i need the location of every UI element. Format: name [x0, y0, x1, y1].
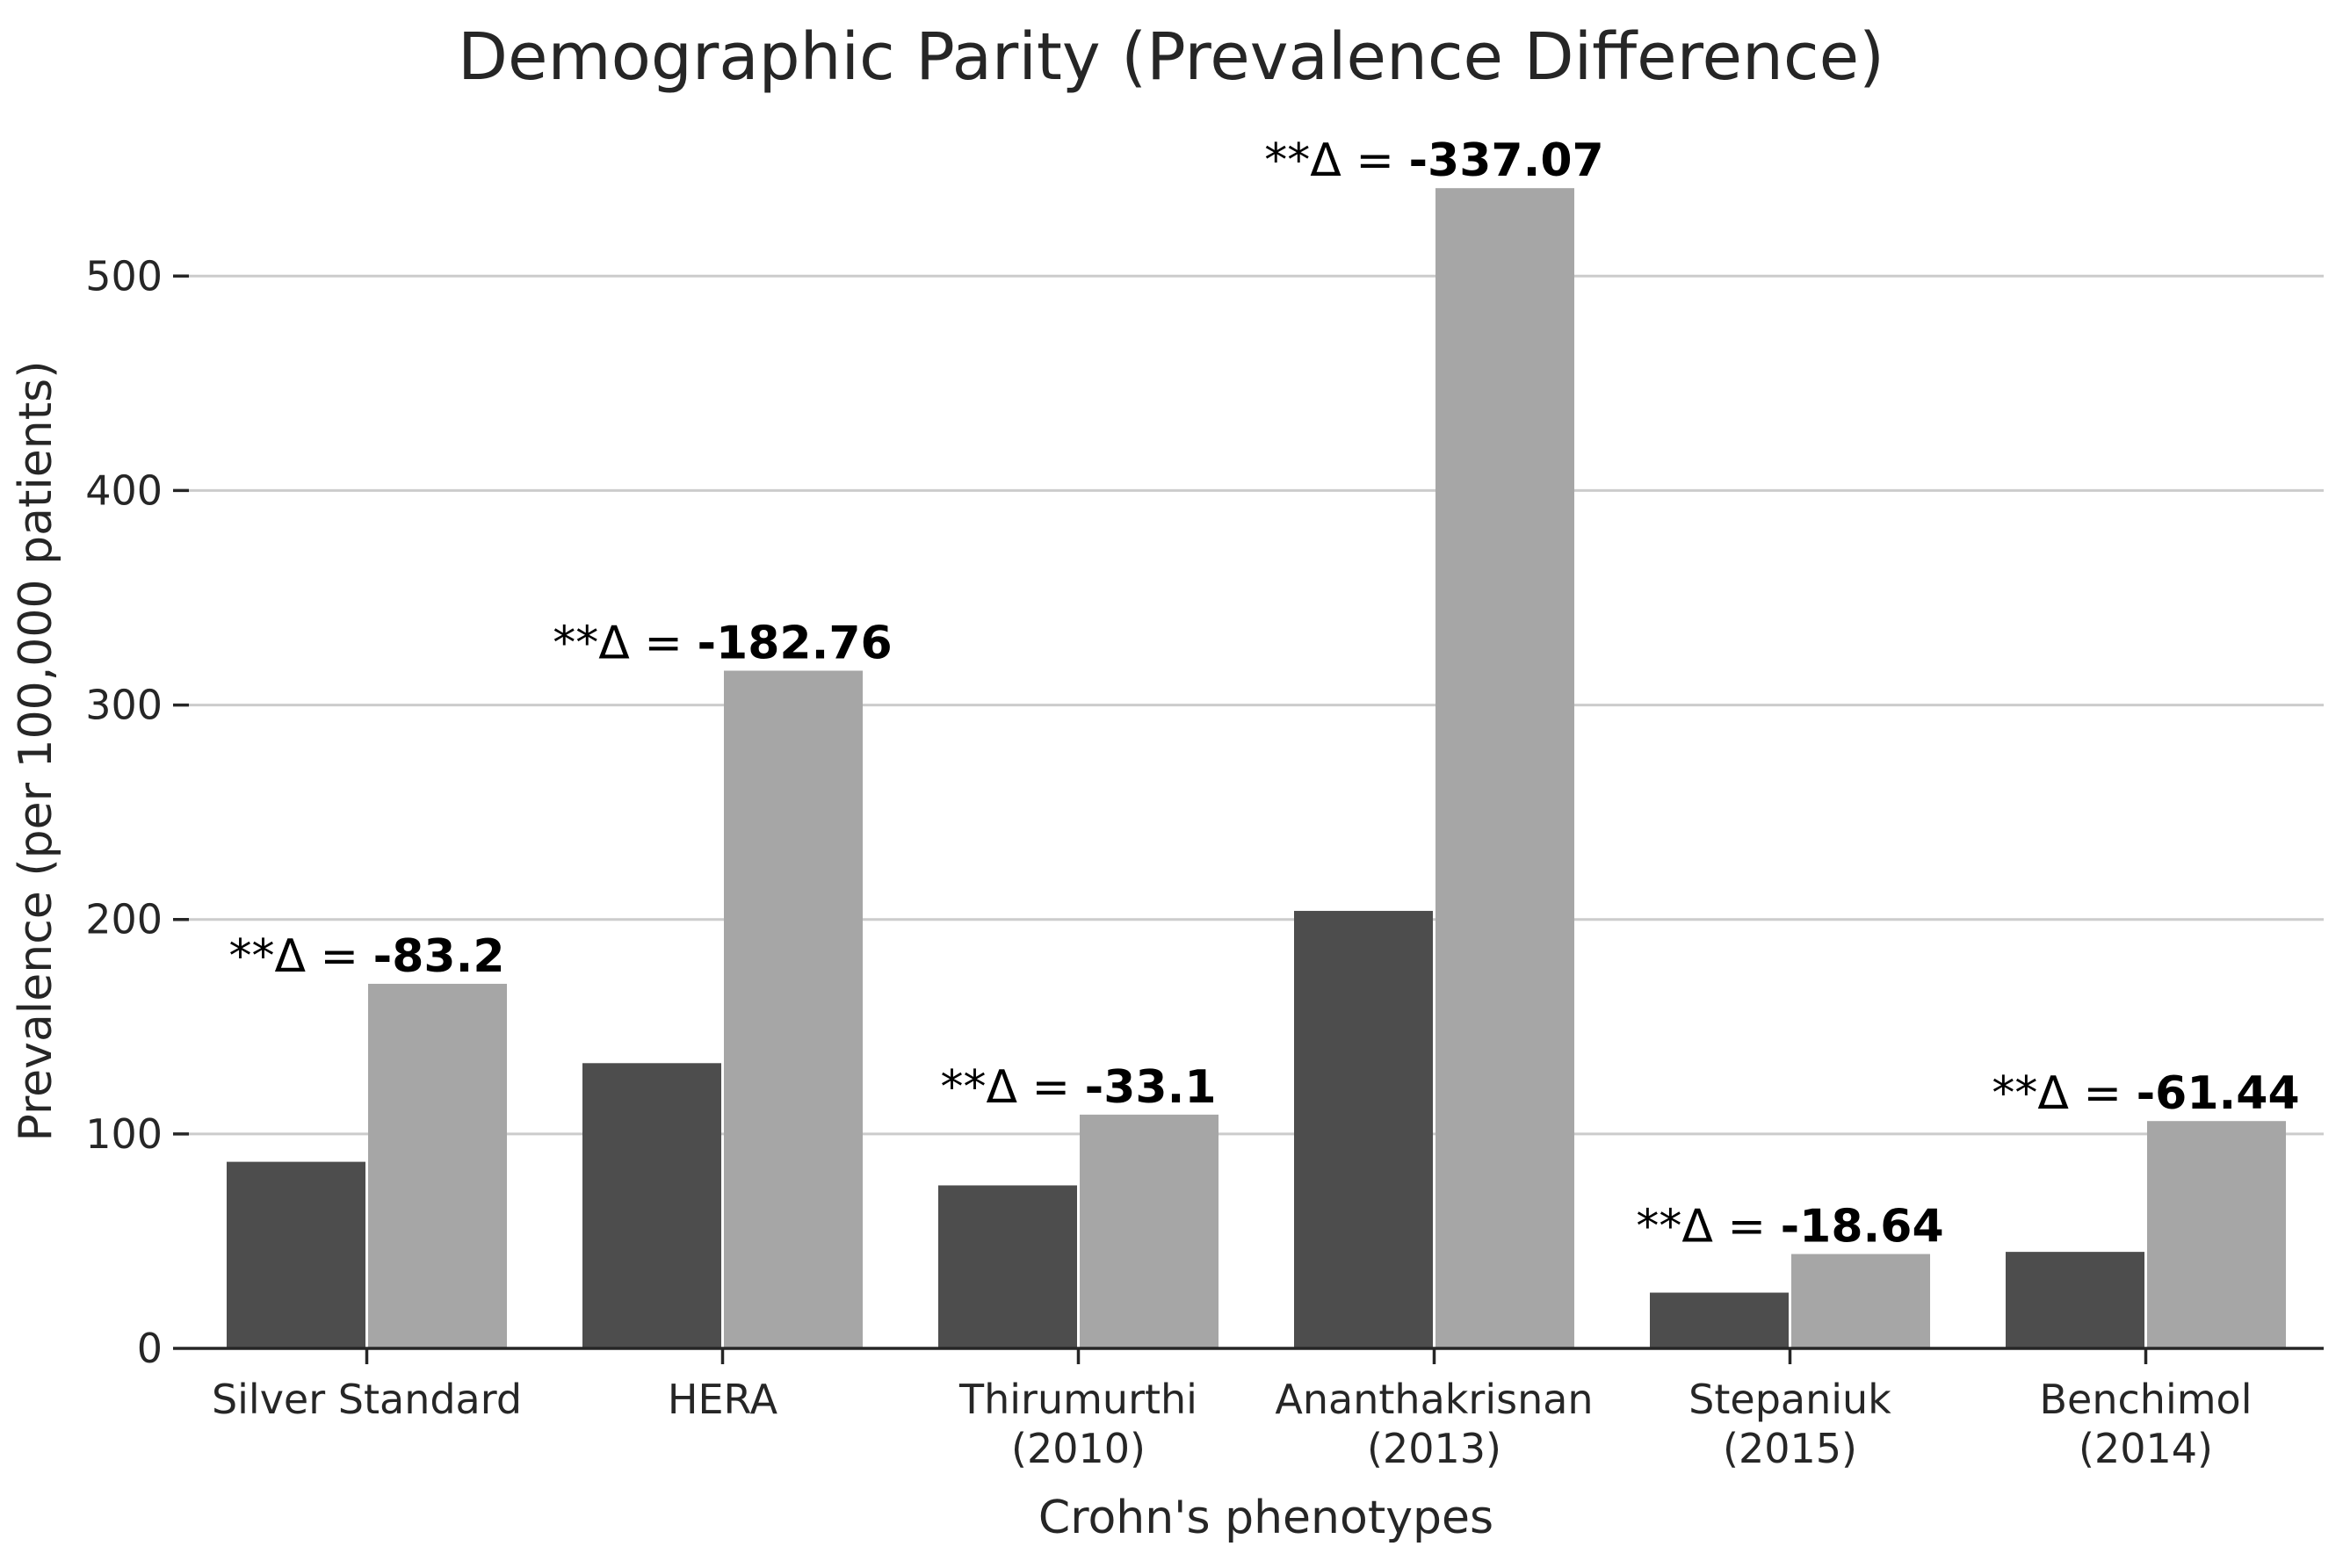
bar-series-2	[1080, 1114, 1219, 1348]
bar-series-1	[938, 1185, 1077, 1348]
bar-series-2	[2147, 1121, 2286, 1348]
delta-annotation: **Δ = -83.2	[228, 930, 504, 983]
bar-series-2	[368, 983, 507, 1348]
x-tick-label: Ananthakrisnan (2013)	[1275, 1376, 1593, 1472]
annotations: **Δ = -83.2 **Δ = -182.76 **Δ = -33.1 **Δ =…	[228, 134, 2299, 1253]
y-axis-label: Prevalence (per 100,000 patients)	[10, 360, 62, 1141]
y-tick-label: 0	[137, 1325, 163, 1372]
bar-series-1	[582, 1063, 721, 1348]
chart-title: Demographic Parity (Prevalence Differenc…	[458, 19, 1884, 95]
delta-annotation: **Δ = -33.1	[940, 1061, 1216, 1114]
x-tick-label: Silver Standard	[212, 1376, 522, 1423]
y-tick-label: 300	[85, 682, 163, 729]
bar-series-1	[227, 1161, 365, 1348]
bar-series-1	[2006, 1252, 2144, 1348]
y-tick-label: 500	[85, 252, 163, 300]
bar-series-2	[1791, 1254, 1930, 1348]
bars	[227, 188, 2286, 1348]
x-tick-label: Benchimol (2014)	[2040, 1376, 2253, 1472]
gridlines	[189, 274, 2324, 1136]
delta-annotation: **Δ = -18.64	[1636, 1201, 1943, 1254]
y-tick-label: 100	[85, 1110, 163, 1158]
x-tick-label: HERA	[668, 1376, 778, 1423]
x-tick-label: Thirumurthi (2010)	[958, 1376, 1197, 1472]
x-axis-label: Crohn's phenotypes	[1038, 1492, 1493, 1544]
delta-annotation: **Δ = -61.44	[1992, 1067, 2299, 1120]
bar-series-2	[1435, 188, 1574, 1348]
bar-series-2	[724, 670, 863, 1348]
axes: 0 100 200 300 400 500 Silver Standard HERA Thiru…	[85, 252, 2324, 1472]
delta-annotation: **Δ = -337.07	[1264, 134, 1603, 187]
delta-annotation: **Δ = -182.76	[553, 618, 892, 670]
y-tick-label: 400	[85, 466, 163, 514]
x-tick-label: Stepaniuk (2015)	[1689, 1376, 1891, 1472]
y-tick-label: 200	[85, 896, 163, 943]
bar-series-1	[1294, 910, 1433, 1348]
bar-series-1	[1650, 1292, 1789, 1348]
